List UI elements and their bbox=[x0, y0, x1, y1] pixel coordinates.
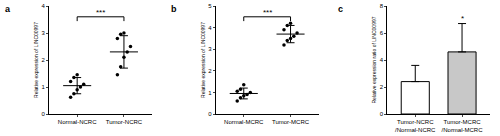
svg-text:*: * bbox=[461, 14, 464, 23]
svg-text:2: 2 bbox=[208, 68, 212, 74]
svg-text:0: 0 bbox=[42, 111, 46, 117]
svg-text:4: 4 bbox=[208, 25, 212, 31]
svg-text:Relative expression of LINC009: Relative expression of LINC00997 bbox=[33, 22, 39, 98]
svg-text:0: 0 bbox=[380, 111, 384, 117]
svg-text:Tumor-NCRC/Normal-NCRC: Tumor-NCRC/Normal-NCRC bbox=[395, 119, 436, 133]
svg-text:6: 6 bbox=[380, 30, 384, 36]
svg-text:4: 4 bbox=[42, 3, 46, 9]
svg-text:c: c bbox=[338, 4, 343, 14]
svg-text:***: *** bbox=[263, 8, 272, 17]
svg-text:2: 2 bbox=[42, 57, 46, 63]
svg-text:Normal-NCRC: Normal-NCRC bbox=[58, 119, 97, 125]
svg-text:8: 8 bbox=[380, 3, 384, 9]
svg-text:3: 3 bbox=[42, 30, 46, 36]
svg-text:Relative expression ratio of L: Relative expression ratio of LINC00997 bbox=[371, 16, 377, 103]
svg-text:Tumor-MCRC: Tumor-MCRC bbox=[272, 119, 310, 125]
svg-text:Normal-MCRC: Normal-MCRC bbox=[224, 119, 264, 125]
svg-text:1: 1 bbox=[208, 90, 212, 96]
svg-text:1: 1 bbox=[42, 84, 46, 90]
svg-text:2: 2 bbox=[380, 84, 384, 90]
svg-text:5: 5 bbox=[208, 3, 212, 9]
svg-text:***: *** bbox=[96, 8, 105, 17]
svg-text:4: 4 bbox=[380, 57, 384, 63]
svg-text:0: 0 bbox=[208, 111, 212, 117]
svg-text:Relative expression of LINC009: Relative expression of LINC00997 bbox=[200, 22, 206, 98]
svg-text:b: b bbox=[171, 4, 177, 14]
svg-text:a: a bbox=[5, 4, 11, 14]
svg-text:Tumor-MCRC/Normal-MCRC: Tumor-MCRC/Normal-MCRC bbox=[442, 119, 484, 133]
svg-text:3: 3 bbox=[208, 46, 212, 52]
svg-text:Tumor-NCRC: Tumor-NCRC bbox=[106, 119, 143, 125]
